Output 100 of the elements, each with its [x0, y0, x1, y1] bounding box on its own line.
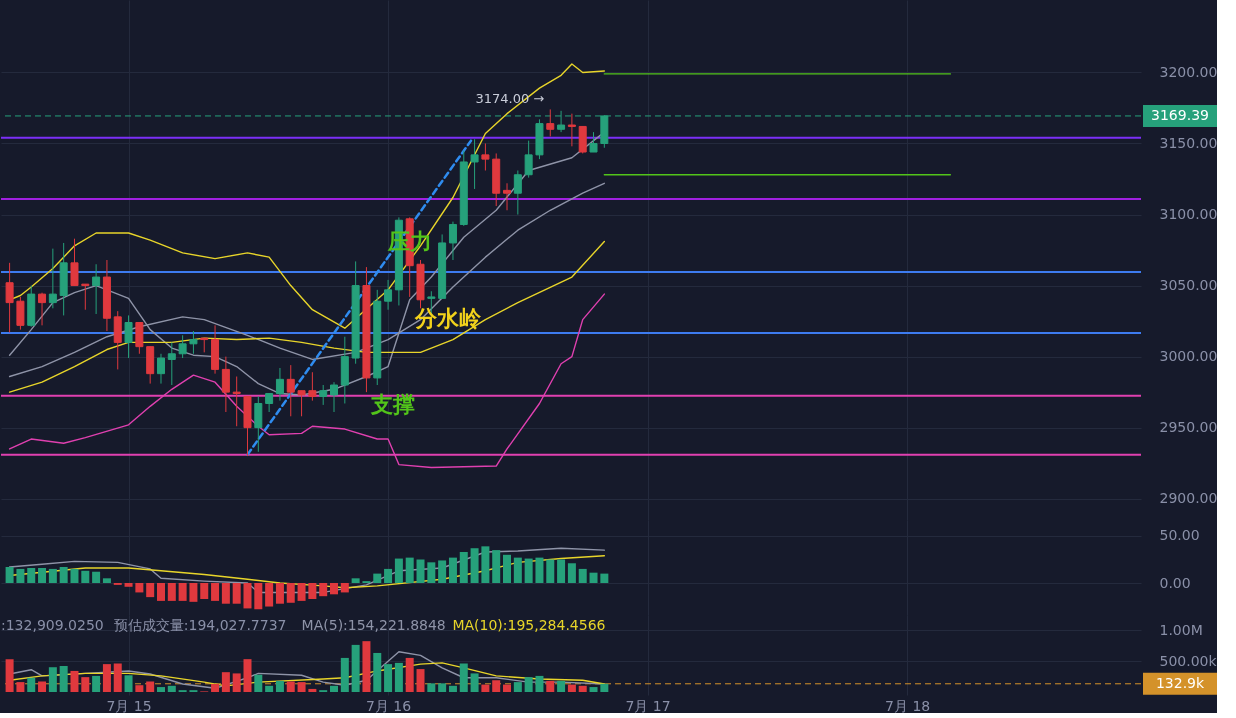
bar [416, 559, 425, 584]
bar [221, 583, 230, 604]
bar [297, 682, 306, 693]
bar [416, 669, 425, 693]
bar [600, 683, 609, 693]
bar [524, 558, 533, 584]
bar [16, 568, 25, 584]
bar [405, 557, 414, 584]
bar [351, 578, 360, 584]
bar [200, 583, 209, 600]
bar [5, 567, 14, 584]
bar [308, 688, 317, 693]
bar [243, 583, 252, 609]
candlestick [275, 367, 284, 402]
bar [48, 568, 57, 584]
bar [351, 644, 360, 693]
bar [156, 687, 165, 693]
bar [308, 583, 317, 600]
candlestick [221, 356, 230, 413]
y-tick-label: 50.00 [1159, 527, 1200, 544]
bar [146, 583, 155, 598]
bar [340, 583, 349, 593]
candlestick [546, 108, 555, 137]
bar [503, 684, 512, 693]
bar [481, 546, 490, 584]
y-tick-label: 3050.00 [1159, 277, 1218, 294]
bar [38, 567, 47, 584]
y-tick-label: 2900.00 [1159, 490, 1218, 507]
bar [81, 677, 90, 693]
bar [92, 571, 101, 584]
bar [59, 665, 68, 693]
bar [124, 675, 133, 693]
bar [384, 568, 393, 584]
bar [546, 559, 555, 584]
bar [567, 563, 576, 584]
bar [459, 663, 468, 693]
bar [384, 664, 393, 693]
candlestick [297, 390, 306, 417]
bar [297, 583, 306, 601]
candlestick [5, 262, 14, 333]
y-tick-label: 0.00 [1159, 574, 1191, 591]
bar [492, 680, 501, 693]
bar [578, 568, 587, 584]
candlestick [92, 263, 101, 315]
bar [135, 583, 144, 593]
bar [524, 677, 533, 693]
bar [286, 681, 295, 693]
candlestick [384, 279, 393, 311]
bar [232, 583, 241, 604]
bar [167, 583, 176, 601]
x-tick-label: 7月 17 [625, 697, 671, 714]
bar [265, 583, 274, 607]
candlestick [448, 221, 457, 261]
candlestick [232, 376, 241, 427]
bar [70, 568, 79, 584]
bar [513, 682, 522, 693]
bar [373, 652, 382, 693]
ref-line-label: 3169.39 [1151, 106, 1209, 123]
bar [243, 659, 252, 693]
candlestick [48, 248, 57, 309]
candlestick [167, 341, 176, 386]
bar [589, 572, 598, 584]
bar [189, 583, 198, 602]
bar [535, 557, 544, 584]
candlestick [286, 364, 295, 417]
bar [275, 583, 284, 604]
y-tick-label: 3100.00 [1159, 206, 1218, 223]
bar [567, 684, 576, 693]
y-tick-label: 500.00k [1159, 652, 1218, 669]
bar [5, 659, 14, 693]
bar [578, 685, 587, 693]
candlestick [481, 143, 490, 171]
candlestick [265, 393, 274, 413]
bar [146, 681, 155, 693]
bar [211, 583, 220, 601]
bar [535, 675, 544, 693]
annotation: 支撑 [370, 391, 416, 417]
bar [427, 683, 436, 693]
bar [221, 672, 230, 693]
bar [275, 680, 284, 693]
bar [503, 554, 512, 584]
bar [394, 558, 403, 584]
text: MA(10):195,284.4566 [452, 617, 606, 633]
bar [113, 663, 122, 693]
candlestick [38, 292, 47, 326]
bar [513, 557, 522, 584]
bar [438, 560, 447, 584]
ref-line-label: 132.9k [1155, 674, 1205, 691]
bar [81, 570, 90, 584]
bar [481, 684, 490, 693]
annotation: :132,909.0250 [1, 617, 104, 633]
bar [38, 681, 47, 693]
bar [557, 559, 566, 584]
bar [362, 641, 371, 693]
bar [286, 583, 295, 603]
annotation: 预估成交量:194,027.7737 [113, 617, 287, 633]
bar [178, 583, 187, 601]
bar [319, 583, 328, 597]
bar [232, 673, 241, 693]
candlestick [524, 140, 533, 179]
